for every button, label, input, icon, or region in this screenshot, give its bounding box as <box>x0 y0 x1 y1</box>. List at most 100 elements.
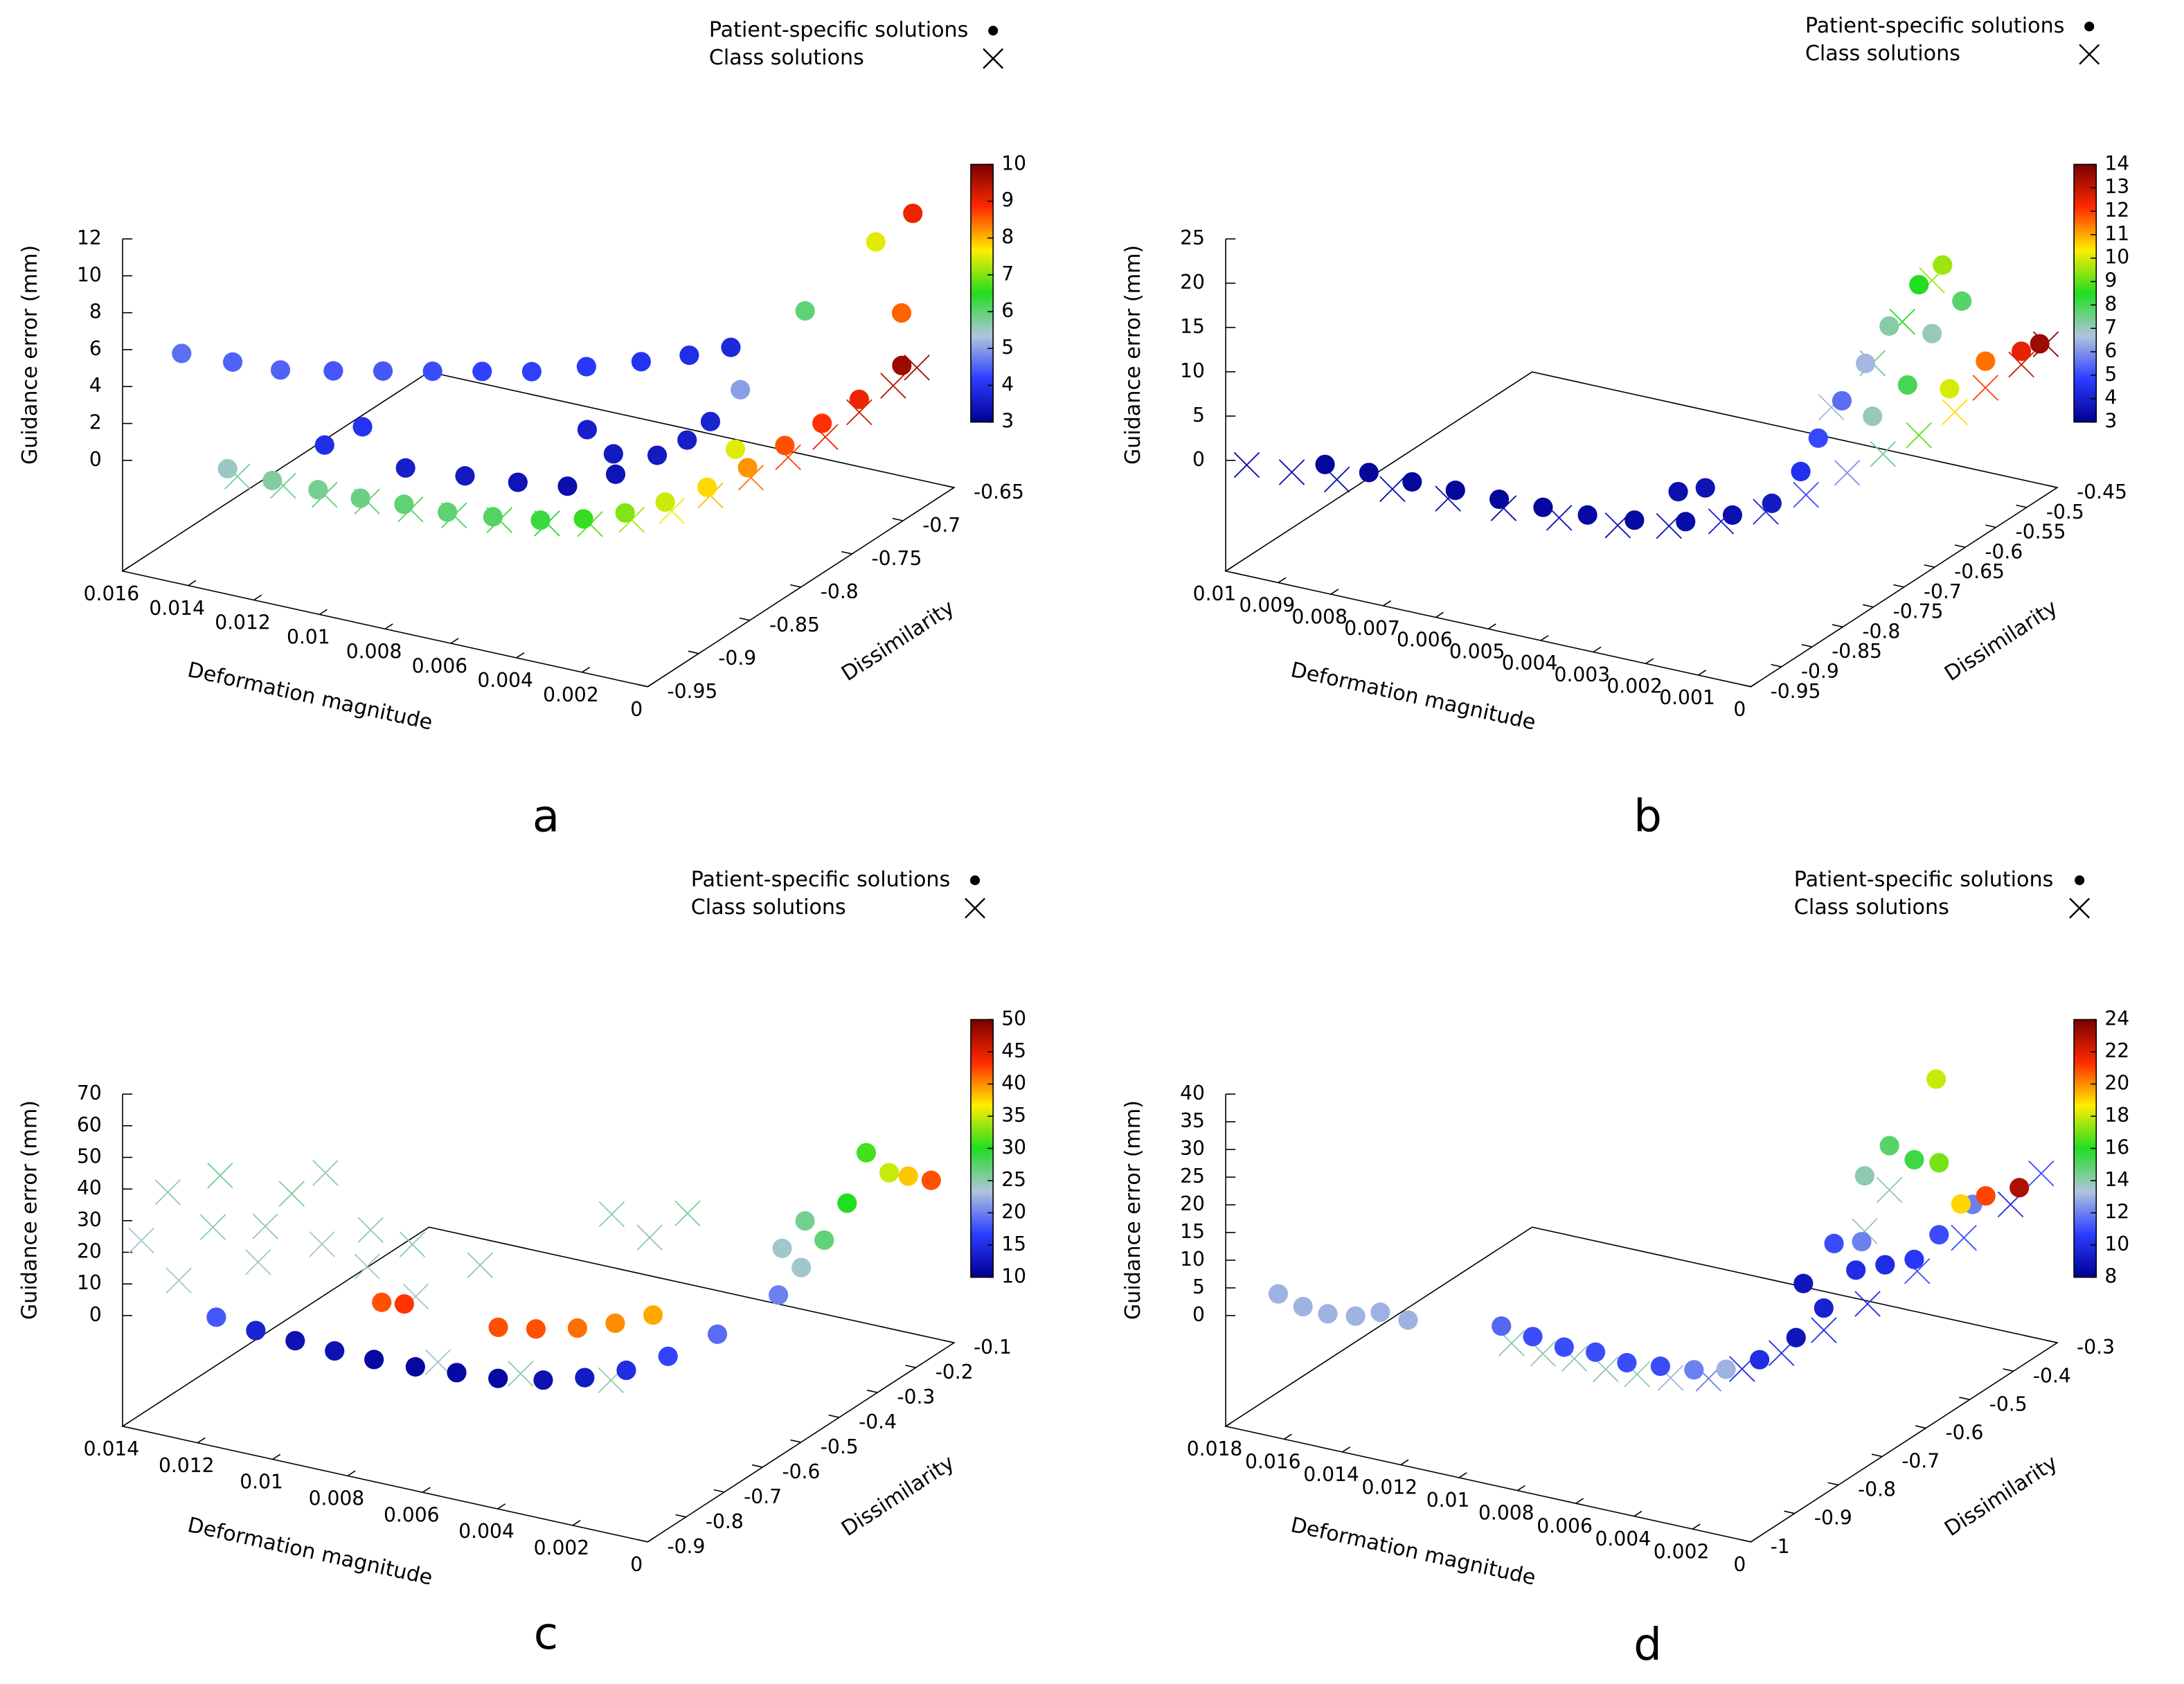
circle-point <box>395 458 415 478</box>
y-tick-label: -0.4 <box>2033 1364 2071 1387</box>
x-tick <box>1516 1485 1525 1492</box>
z-tick-label: 25 <box>1180 1165 1205 1188</box>
circle-point <box>567 1318 587 1338</box>
x-tick <box>647 1536 656 1543</box>
x-tick <box>188 580 197 586</box>
cross-point <box>357 1217 384 1244</box>
x-tick <box>384 623 393 629</box>
colorbar <box>970 163 994 423</box>
circle-point <box>1940 379 1960 399</box>
y-axis-label: Dissimilarity <box>837 1451 958 1541</box>
z-tick-label: 30 <box>1180 1137 1205 1160</box>
circle-point <box>1492 1316 1512 1336</box>
y-tick <box>675 1514 686 1518</box>
x-tick <box>1225 1420 1234 1427</box>
circle-point <box>795 1211 815 1231</box>
circle-point <box>1852 1232 1872 1252</box>
colorbar-tick-label: 9 <box>2104 269 2117 292</box>
colorbar-tick-label: 6 <box>2104 339 2117 362</box>
z-tick-label: 70 <box>77 1082 102 1104</box>
circle-point <box>488 1317 508 1337</box>
x-tick-label: 0.01 <box>1426 1489 1470 1512</box>
circle-point <box>1951 1194 1971 1214</box>
x-tick <box>1342 1446 1351 1453</box>
circle-point <box>1445 481 1465 501</box>
circle-point <box>352 417 373 437</box>
cross-point <box>508 1361 534 1387</box>
y-tick-label: -0.95 <box>1771 680 1821 703</box>
y-tick <box>1832 624 1843 628</box>
y-tick <box>751 1464 763 1468</box>
x-tick <box>122 1420 131 1427</box>
circle-point <box>605 1313 625 1334</box>
cross-point <box>1951 1224 1977 1251</box>
colorbar-tick-label: 6 <box>1001 299 1014 322</box>
y-tick-label: -0.6 <box>1945 1421 1983 1444</box>
circle-point <box>775 436 795 456</box>
y-tick-label: -0.9 <box>1801 660 1839 683</box>
y-tick <box>1801 644 1813 647</box>
y-tick-label: -0.5 <box>2046 501 2084 523</box>
y-tick <box>1771 663 1782 668</box>
circle-point <box>325 1341 345 1361</box>
x-tick <box>319 609 328 616</box>
x-tick-label: 0.004 <box>458 1520 514 1543</box>
colorbar-tick-label: 9 <box>1001 189 1014 212</box>
y-tick <box>790 1439 801 1443</box>
circle-point <box>1854 1166 1874 1186</box>
circle-point <box>655 492 675 512</box>
cross-point <box>636 1224 663 1251</box>
x-tick <box>122 565 131 572</box>
x-tick-label: 0.016 <box>1245 1451 1301 1474</box>
x-tick-label: 0.005 <box>1449 640 1505 663</box>
circle-point <box>472 361 492 382</box>
x-tick-label: 0 <box>630 698 643 721</box>
circle-point <box>270 360 291 380</box>
colorbar-tick-label: 5 <box>1001 336 1014 359</box>
circle-point <box>526 1319 546 1339</box>
panel: 00.0010.0020.0030.0040.0050.0060.0070.00… <box>1121 14 2129 843</box>
x-tick <box>1575 1498 1584 1504</box>
y-tick <box>892 517 904 521</box>
circle-point <box>576 357 596 377</box>
circle-point <box>1904 1249 1924 1269</box>
z-tick-label: 30 <box>77 1208 102 1231</box>
y-axis-label: Dissimilarity <box>1940 595 2061 686</box>
circle-point <box>488 1368 508 1388</box>
circle-point <box>438 502 458 522</box>
x-tick-label: 0.01 <box>1193 582 1237 605</box>
cross-point <box>1876 1176 1903 1203</box>
x-tick-label: 0.007 <box>1344 617 1400 640</box>
cross-point <box>1278 459 1305 485</box>
circle-point <box>921 1170 941 1190</box>
x-tick-label: 0.016 <box>84 582 140 605</box>
z-tick-label: 25 <box>1180 226 1205 249</box>
x-tick <box>516 652 525 659</box>
y-tick-label: -0.1 <box>974 1336 1012 1359</box>
y-tick <box>841 550 852 555</box>
legend-label: Class solutions <box>1794 895 1949 920</box>
circle-point <box>285 1331 305 1351</box>
x-tick-label: 0.014 <box>1303 1463 1359 1486</box>
circle-point <box>533 1370 553 1390</box>
panel: 0 0.002 0.004 0.006 0.008 0.01 0.012 0.014 0.016… <box>18 18 1026 843</box>
cross-point <box>880 373 906 399</box>
x-tick-label: 0.012 <box>159 1454 215 1477</box>
colorbar-tick-label: 45 <box>1001 1039 1026 1062</box>
circle-point <box>879 1163 899 1183</box>
colorbar-tick-label: 40 <box>1001 1071 1026 1094</box>
y-tick <box>1959 1397 1970 1401</box>
circle-point <box>1897 375 1917 395</box>
circle-point <box>791 1257 812 1278</box>
circle-point <box>814 1230 834 1251</box>
circle-point <box>1808 428 1828 448</box>
circle-point <box>1523 1327 1543 1347</box>
circle-point <box>795 301 815 321</box>
x-tick-label: 0.012 <box>1361 1476 1417 1499</box>
colorbar-tick-label: 18 <box>2104 1104 2129 1127</box>
legend-label: Patient-specific solutions <box>709 18 969 42</box>
circle-point <box>246 1320 266 1341</box>
circle-point <box>1976 1185 1996 1206</box>
circle-point <box>697 477 717 497</box>
